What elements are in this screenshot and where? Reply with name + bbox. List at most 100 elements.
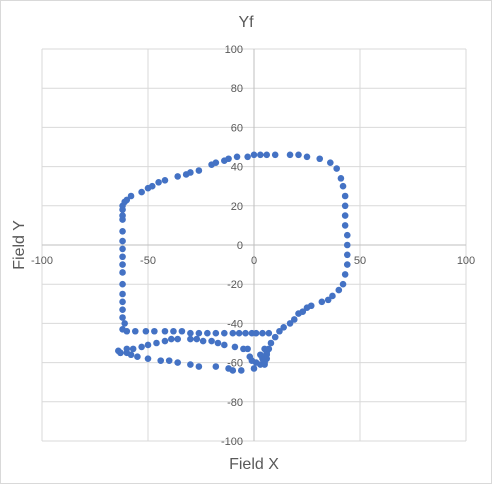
- y-tick-label: 80: [231, 83, 243, 95]
- data-point: [246, 353, 254, 361]
- y-tick-label: -80: [227, 397, 243, 409]
- y-tick-label: 60: [231, 122, 243, 134]
- data-point: [290, 316, 298, 323]
- data-point: [212, 329, 220, 337]
- tick-labels: -100 -50 0 50 100-100-80-60-40-2002040608010…: [31, 44, 475, 448]
- data-point: [339, 182, 347, 190]
- data-point: [119, 269, 126, 276]
- data-point: [123, 345, 131, 353]
- data-point: [271, 151, 279, 159]
- data-point: [244, 345, 251, 353]
- data-point: [263, 151, 271, 159]
- data-point: [303, 304, 311, 312]
- data-point: [343, 261, 351, 268]
- data-point: [318, 298, 326, 306]
- data-point: [208, 337, 215, 345]
- data-point: [333, 165, 340, 172]
- data-point: [286, 151, 294, 159]
- data-point: [119, 306, 126, 313]
- data-point: [339, 280, 347, 288]
- data-point: [119, 290, 126, 298]
- data-point: [204, 329, 211, 337]
- data-point: [161, 177, 169, 184]
- data-point: [195, 363, 203, 370]
- y-tick-label: -100: [221, 436, 243, 448]
- data-point: [250, 365, 258, 372]
- x-tick-label: 50: [354, 255, 366, 267]
- data-point: [119, 245, 126, 253]
- data-point: [117, 349, 124, 357]
- data-point: [237, 367, 245, 374]
- data-point: [142, 327, 150, 335]
- data-point: [341, 222, 349, 229]
- data-point: [153, 339, 160, 347]
- data-point: [341, 192, 349, 200]
- chart-title: Yf: [238, 14, 254, 31]
- data-point: [195, 167, 203, 174]
- data-point: [276, 327, 283, 335]
- data-point: [123, 327, 131, 335]
- data-point: [225, 155, 232, 163]
- data-point: [242, 329, 249, 337]
- data-point: [221, 341, 228, 349]
- data-point: [187, 335, 194, 343]
- data-point: [148, 182, 156, 190]
- data-point: [235, 329, 243, 337]
- data-point: [121, 320, 128, 327]
- data-points: [115, 151, 351, 374]
- data-point: [214, 339, 222, 347]
- data-point: [231, 343, 239, 351]
- data-point: [257, 351, 264, 359]
- data-point: [267, 339, 275, 347]
- data-point: [119, 237, 126, 245]
- data-point: [229, 329, 237, 337]
- data-point: [144, 355, 152, 362]
- data-point: [151, 327, 158, 335]
- data-point: [138, 343, 145, 351]
- data-point: [119, 261, 126, 268]
- data-point: [212, 363, 220, 370]
- data-point: [174, 359, 181, 366]
- data-point: [257, 151, 264, 159]
- data-point: [233, 153, 241, 161]
- data-point: [261, 345, 268, 353]
- data-point: [259, 329, 266, 337]
- data-point: [168, 335, 175, 343]
- data-point: [178, 327, 186, 335]
- axes: [42, 49, 466, 441]
- data-point: [129, 345, 137, 353]
- data-point: [303, 153, 311, 161]
- data-point: [187, 329, 194, 337]
- data-point: [327, 159, 334, 166]
- data-point: [343, 241, 351, 249]
- data-point: [119, 280, 126, 288]
- data-point: [335, 286, 343, 294]
- data-point: [199, 337, 207, 345]
- data-point: [155, 178, 162, 186]
- y-tick-label: -20: [227, 279, 243, 291]
- data-point: [127, 192, 135, 200]
- data-point: [265, 329, 273, 337]
- data-point: [337, 175, 345, 182]
- data-point: [123, 196, 131, 204]
- x-tick-label: 0: [251, 255, 257, 267]
- y-tick-label: 100: [225, 44, 243, 56]
- data-point: [225, 365, 232, 372]
- data-point: [193, 335, 201, 343]
- data-point: [134, 353, 141, 361]
- data-point: [341, 202, 349, 210]
- y-axis-title: Field Y: [11, 220, 28, 270]
- data-point: [280, 324, 287, 331]
- data-point: [295, 151, 302, 159]
- data-point: [212, 159, 220, 166]
- data-point: [170, 327, 177, 335]
- x-tick-label: 100: [457, 255, 475, 267]
- data-point: [271, 333, 279, 341]
- x-axis-title: Field X: [229, 456, 279, 473]
- data-point: [286, 320, 294, 327]
- y-tick-label: 0: [237, 240, 243, 252]
- data-point: [165, 357, 173, 364]
- y-tick-label: -40: [227, 318, 243, 330]
